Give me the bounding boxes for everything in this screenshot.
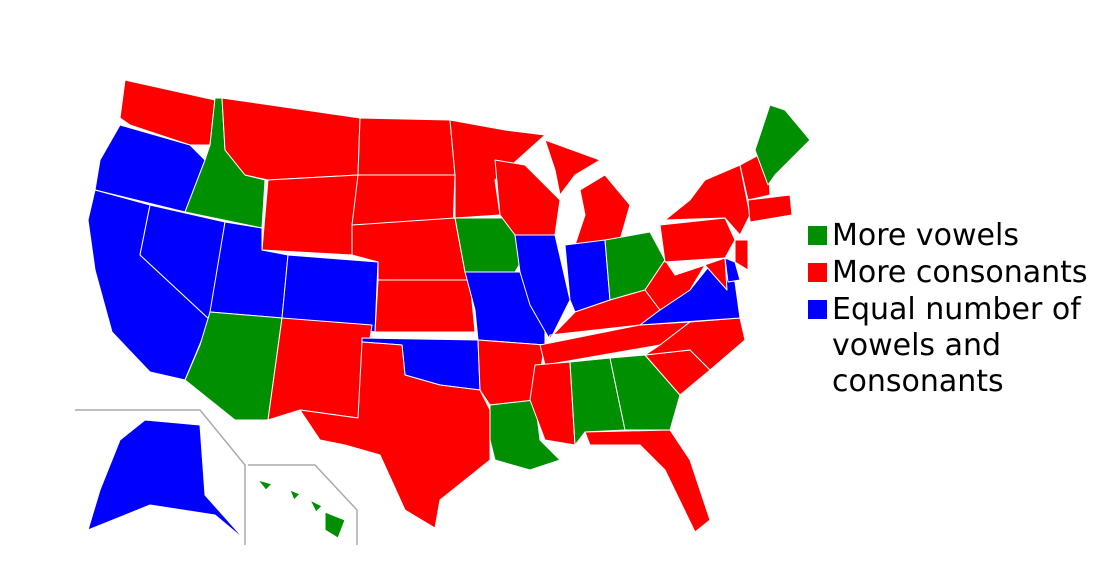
state xyxy=(674,257,728,291)
state xyxy=(529,361,576,446)
state xyxy=(309,499,323,513)
legend-swatch xyxy=(808,300,827,319)
legend-item: Equal number of vowels and consonants xyxy=(806,292,1106,400)
state xyxy=(87,419,246,541)
state xyxy=(724,257,741,283)
states xyxy=(87,79,811,541)
legend-swatch xyxy=(808,263,827,282)
state xyxy=(664,164,751,236)
legend-item: More consonants xyxy=(806,255,1106,291)
state xyxy=(221,97,361,181)
state xyxy=(734,239,749,271)
state xyxy=(574,174,631,246)
state xyxy=(289,489,301,501)
legend-label: More vowels xyxy=(832,218,1019,253)
legend-item: More vowels xyxy=(806,218,1106,254)
state xyxy=(564,239,611,313)
inset-border xyxy=(248,464,358,545)
inset-border xyxy=(75,409,246,545)
state xyxy=(754,104,811,186)
state xyxy=(257,479,273,491)
legend-swatch xyxy=(808,226,827,245)
state xyxy=(544,139,601,196)
state xyxy=(584,429,711,533)
state xyxy=(569,357,626,446)
state xyxy=(747,194,793,223)
state xyxy=(514,234,571,341)
state xyxy=(324,511,346,539)
legend-label: More consonants xyxy=(832,255,1088,290)
legend-label: Equal number of vowels and consonants xyxy=(832,292,1081,399)
state xyxy=(659,217,736,263)
state xyxy=(357,117,456,176)
state xyxy=(261,174,359,256)
legend: More vowels More consonants Equal number o… xyxy=(806,218,1106,401)
state xyxy=(267,317,373,421)
state xyxy=(374,279,476,333)
state xyxy=(609,354,681,431)
